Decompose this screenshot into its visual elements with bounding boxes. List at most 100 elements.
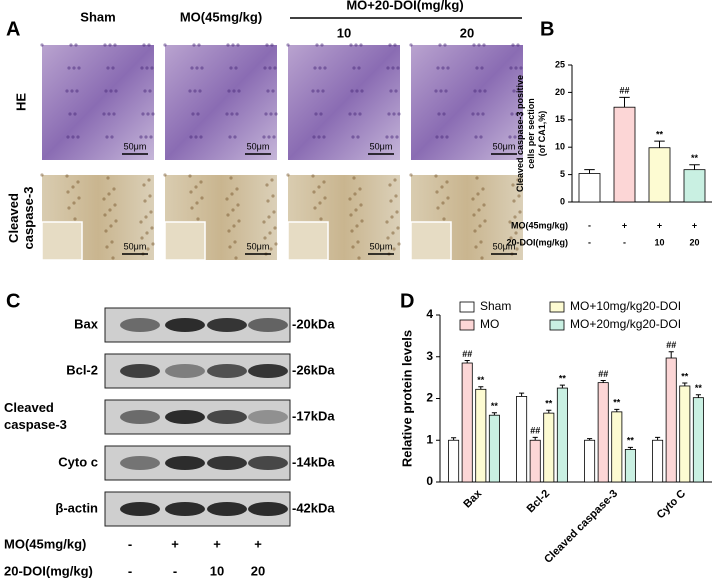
scale-label: 50μm — [493, 241, 516, 251]
band — [120, 456, 160, 470]
y-axis-label: Cleaved caspase-3 positivecells per sect… — [515, 75, 547, 192]
error-bar — [587, 438, 593, 441]
cell — [356, 240, 360, 244]
cell — [481, 187, 485, 191]
cell — [514, 231, 518, 235]
cell — [231, 43, 235, 47]
cell — [75, 89, 79, 93]
blot-label: Cleaved caspase-3 — [4, 400, 67, 432]
cell — [438, 43, 442, 47]
cell — [517, 89, 521, 93]
cell — [150, 226, 154, 230]
cell — [508, 135, 512, 139]
cell — [228, 245, 232, 249]
cell — [479, 240, 483, 244]
cell — [518, 135, 522, 139]
cell — [445, 135, 449, 139]
cell — [111, 66, 115, 70]
annotation: ** — [477, 375, 485, 385]
size-label: -26kDa — [292, 362, 335, 377]
cell — [520, 112, 524, 116]
error-bar — [614, 408, 620, 412]
inset — [287, 221, 329, 261]
cell — [72, 201, 76, 205]
cell — [441, 66, 445, 70]
cell — [76, 135, 80, 139]
cell — [446, 196, 450, 200]
condition-value: - — [623, 237, 626, 247]
band — [120, 502, 160, 516]
cell — [519, 66, 523, 70]
cell — [348, 112, 352, 116]
band — [120, 364, 160, 378]
cell — [148, 89, 152, 93]
cell — [480, 66, 484, 70]
cell — [72, 66, 76, 70]
cell — [519, 226, 523, 230]
annotation: ** — [613, 398, 621, 408]
scale-label: 50μm — [124, 141, 147, 151]
cell — [315, 43, 319, 47]
band — [120, 318, 160, 332]
cell — [199, 180, 203, 184]
panel-letter: B — [540, 18, 554, 40]
bar — [461, 362, 473, 483]
annotation: ** — [545, 399, 553, 409]
cell — [189, 135, 193, 139]
cell — [143, 199, 147, 203]
cell — [104, 89, 108, 93]
blot-label: Cyto c — [58, 454, 98, 469]
annotation: ## — [666, 340, 676, 350]
cell — [227, 89, 231, 93]
cell — [226, 43, 230, 47]
cell — [359, 203, 363, 207]
cell — [102, 112, 106, 116]
cell — [482, 203, 486, 207]
legend-label: MO+10mg/kg20-DOI — [570, 299, 681, 313]
cell — [229, 176, 233, 180]
cell — [140, 66, 144, 70]
cell — [483, 219, 487, 223]
bar — [624, 449, 636, 483]
annotation: ## — [598, 369, 608, 379]
cell — [356, 135, 360, 139]
cell — [478, 89, 482, 93]
cell — [195, 201, 199, 205]
band — [165, 410, 205, 424]
scale-label: 50μm — [247, 241, 270, 251]
cell — [272, 135, 276, 139]
cell — [388, 183, 392, 187]
cell — [322, 180, 326, 184]
bar — [683, 169, 706, 203]
x-tick-label: Bcl-2 — [525, 488, 553, 516]
condition-value: + — [657, 220, 662, 230]
band — [248, 318, 288, 332]
inset — [164, 221, 206, 261]
cell — [265, 183, 269, 187]
cell — [350, 89, 354, 93]
cell — [476, 192, 480, 196]
size-label: -14kDa — [292, 454, 335, 469]
cell — [271, 89, 275, 93]
cell — [389, 89, 393, 93]
band — [165, 502, 205, 516]
cell — [108, 208, 112, 212]
cell — [435, 135, 439, 139]
cell — [434, 174, 438, 178]
cell — [197, 43, 201, 47]
cell — [105, 135, 109, 139]
cell — [144, 215, 148, 219]
cell — [104, 229, 108, 233]
cell — [443, 43, 447, 47]
error-bar — [491, 412, 497, 416]
cell — [475, 66, 479, 70]
cell — [231, 208, 235, 212]
cell — [385, 135, 389, 139]
cell — [516, 178, 520, 182]
cell — [200, 66, 204, 70]
cell — [435, 190, 439, 194]
bar — [578, 173, 601, 203]
cell — [355, 89, 359, 93]
condition-value: - — [128, 536, 132, 551]
bar — [475, 388, 487, 483]
